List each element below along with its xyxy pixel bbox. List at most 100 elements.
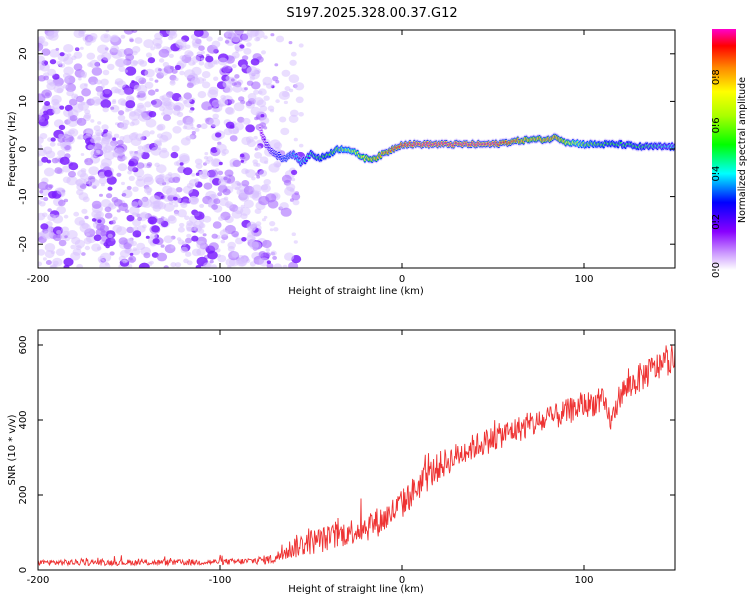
noise-blob — [103, 150, 115, 161]
noise-blob — [193, 225, 202, 233]
noise-blob — [217, 184, 228, 193]
noise-blob — [191, 173, 196, 177]
noise-blob — [38, 249, 46, 256]
colorbar-ticks: 0.0 0.2 0.4 0.6 0.8 — [711, 69, 722, 278]
noise-blob — [185, 237, 192, 244]
noise-blob — [186, 233, 192, 239]
noise-blob — [116, 226, 127, 236]
noise-blob — [215, 132, 222, 138]
colorbar-tick-label: 0.8 — [711, 69, 722, 85]
noise-blob — [63, 214, 69, 219]
noise-blob — [117, 154, 126, 162]
noise-blob — [262, 239, 272, 249]
noise-blob — [220, 239, 225, 244]
noise-blob — [161, 94, 171, 102]
y-tick-label: 0 — [18, 146, 29, 152]
noise-blob — [147, 57, 156, 64]
noise-blob — [47, 208, 52, 213]
noise-blob — [155, 88, 159, 92]
noise-blob — [114, 147, 126, 156]
noise-blob — [101, 137, 106, 142]
noise-blob — [41, 48, 51, 56]
noise-blob — [111, 145, 118, 151]
figure-title: S197.2025.328.00.37.G12 — [286, 6, 457, 21]
noise-blob — [91, 243, 101, 252]
noise-blob — [95, 85, 104, 93]
noise-blob — [203, 182, 213, 190]
y-tick-label: 10 — [18, 95, 29, 108]
noise-blob — [127, 170, 132, 175]
noise-blob — [166, 187, 178, 197]
noise-blob — [168, 53, 174, 59]
noise-blob — [245, 124, 255, 133]
noise-blob — [243, 256, 249, 260]
noise-blob — [231, 64, 237, 69]
colorbar-label: Normalized spectral amplitude — [737, 77, 748, 223]
noise-blob — [217, 170, 224, 176]
noise-blob — [250, 58, 260, 66]
noise-blob — [158, 58, 165, 63]
noise-blob — [74, 239, 85, 249]
noise-blob — [123, 30, 134, 35]
noise-blob — [283, 100, 288, 105]
noise-blob — [42, 146, 53, 155]
noise-blob — [255, 172, 261, 177]
noise-blob — [117, 163, 128, 172]
noise-blob — [195, 265, 202, 268]
noise-blob — [80, 102, 85, 106]
noise-blob — [234, 206, 244, 215]
noise-blob — [149, 77, 154, 82]
noise-blob — [207, 250, 218, 260]
noise-blob — [197, 91, 207, 99]
noise-blob — [110, 237, 115, 242]
spectrogram-x-ticks: -200 -100 0 100 — [27, 30, 594, 285]
noise-blob — [228, 99, 235, 104]
noise-blob — [117, 80, 127, 88]
noise-blob — [182, 185, 193, 194]
noise-blob — [135, 75, 143, 82]
noise-blob — [143, 39, 154, 49]
noise-blob — [42, 230, 53, 240]
noise-blob — [163, 265, 169, 268]
noise-blob — [129, 252, 134, 256]
noise-blob — [196, 124, 202, 128]
noise-blob — [173, 196, 178, 201]
noise-blob — [110, 106, 115, 110]
noise-blob — [51, 94, 62, 104]
colorbar-tick-label: 0.2 — [711, 214, 722, 230]
noise-blob — [128, 255, 137, 263]
noise-blob — [126, 214, 135, 222]
noise-blob — [97, 44, 109, 54]
noise-blob — [255, 145, 262, 151]
noise-blob — [154, 32, 163, 40]
noise-blob — [291, 177, 296, 182]
noise-blob — [62, 84, 68, 89]
noise-blob — [227, 241, 236, 249]
noise-blob — [79, 172, 89, 180]
noise-blob — [241, 32, 253, 42]
noise-blob — [110, 220, 116, 225]
noise-blob — [38, 61, 46, 71]
noise-blob — [117, 114, 126, 121]
noise-blob — [38, 42, 44, 52]
noise-blob — [118, 110, 125, 116]
noise-blob — [288, 261, 299, 268]
noise-blob — [260, 184, 271, 193]
noise-blob — [179, 55, 186, 61]
noise-blob — [58, 239, 67, 247]
noise-blob — [125, 108, 130, 113]
noise-blob — [156, 217, 164, 225]
noise-blob — [47, 213, 56, 221]
noise-blob — [69, 98, 78, 106]
noise-blob — [241, 64, 247, 69]
noise-blob — [125, 100, 136, 109]
noise-blob — [274, 63, 279, 67]
x-tick-label: 100 — [574, 575, 593, 586]
noise-blob — [76, 117, 87, 126]
noise-blob — [140, 136, 146, 141]
noise-blob — [272, 76, 279, 82]
noise-blob — [119, 122, 129, 130]
noise-blob — [75, 179, 84, 187]
noise-blob — [161, 147, 168, 153]
noise-blob — [235, 237, 244, 245]
